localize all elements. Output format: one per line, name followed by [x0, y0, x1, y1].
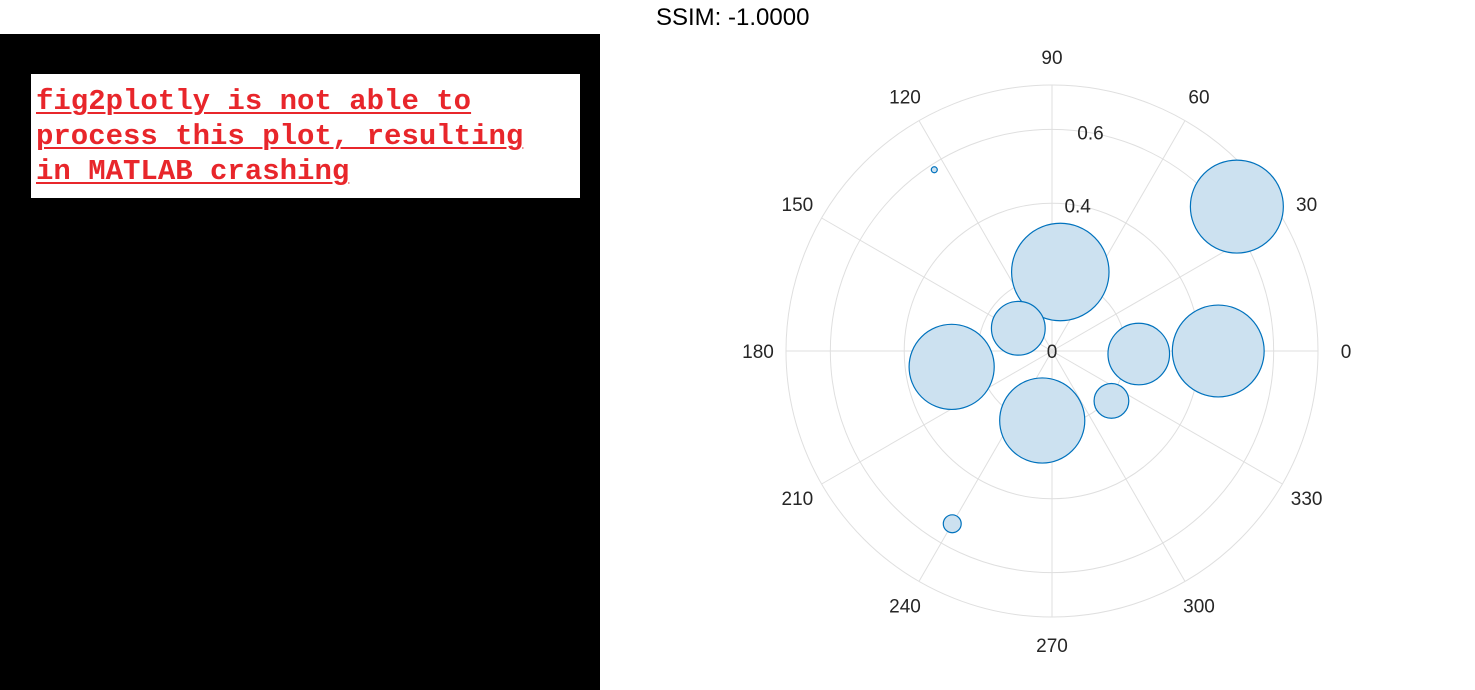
theta-tick-label: 210: [782, 489, 814, 510]
bubble-marker: [999, 377, 1086, 464]
polar-outer-ring: [785, 84, 1319, 618]
theta-tick-label: 30: [1296, 195, 1317, 216]
r-tick-label: 0.4: [1064, 196, 1091, 217]
chart-title: SSIM: -1.0000: [656, 4, 810, 31]
bubble-marker: [942, 514, 962, 534]
r-tick-label: 0.6: [1077, 124, 1103, 145]
error-message-line: in MATLAB crashing: [36, 155, 350, 188]
bubble-marker: [930, 166, 938, 174]
theta-tick-label: 180: [742, 342, 774, 363]
bubble-marker: [1010, 222, 1110, 322]
theta-tick-label: 240: [889, 597, 921, 618]
theta-tick-label: 90: [1041, 48, 1062, 69]
theta-tick-label: 0: [1341, 342, 1352, 363]
bubble-marker: [1189, 159, 1284, 254]
theta-tick-label: 60: [1188, 87, 1209, 108]
theta-tick-label: 150: [782, 195, 814, 216]
r-gridline: [829, 128, 1275, 574]
error-message-box: fig2plotly is not able to process this p…: [31, 74, 580, 198]
error-message-line: process this plot, resulting: [36, 120, 524, 153]
theta-tick-label: 270: [1036, 636, 1068, 657]
bubble-marker: [990, 300, 1046, 356]
bubble-marker: [908, 323, 995, 411]
error-message: fig2plotly is not able to process this p…: [36, 84, 576, 189]
polar-bubble-chart: 030609012015018021024027030033000.20.40.…: [742, 48, 1352, 657]
error-message-line: fig2plotly is not able to: [36, 85, 472, 118]
r-tick-label: 0: [1047, 342, 1058, 363]
bubble-marker: [1093, 382, 1130, 419]
theta-tick-label: 300: [1183, 597, 1215, 618]
bubble-series: [908, 159, 1284, 534]
theta-tick-label: 120: [889, 87, 921, 108]
bubble-marker: [1107, 322, 1171, 386]
bubble-marker: [1171, 304, 1265, 398]
fig2plotly-error-panel: fig2plotly is not able to process this p…: [0, 34, 600, 690]
theta-tick-label: 330: [1291, 489, 1323, 510]
